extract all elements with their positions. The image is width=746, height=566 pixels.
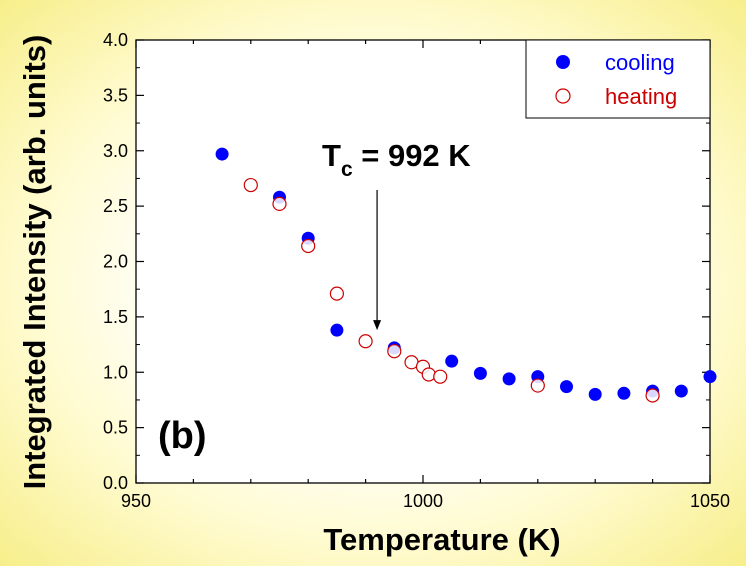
tc-arrow-head [373,320,382,331]
legend-box [525,39,711,119]
series-heating [243,177,660,403]
tc-annotation: Tc = 992 K [322,138,471,331]
y-tick-label: 3.5 [103,85,128,105]
y-tick-label: 2.0 [103,252,128,272]
y-tick-label: 0.0 [103,473,128,493]
data-point-cooling [674,384,688,398]
y-tick-label: 0.5 [103,418,128,438]
data-point-cooling [473,366,487,380]
y-tick-label: 1.0 [103,362,128,382]
data-point-heating [358,334,373,349]
legend-marker-cooling [556,55,570,69]
data-point-cooling [588,387,602,401]
x-tick-label: 950 [121,491,151,511]
data-point-cooling [215,147,229,161]
data-point-heating [329,286,344,301]
tc-subscript: c [341,158,353,181]
data-point-heating [272,196,287,212]
tc-value-text: = 992 K [353,138,472,173]
y-tick-label: 3.0 [103,141,128,161]
data-point-heating [530,378,545,393]
data-point-heating [433,369,448,384]
panel-label: (b) [158,415,207,457]
y-tick-label: 1.5 [103,307,128,327]
x-axis-title: Temperature (K) [323,522,560,557]
data-point-heating [301,238,316,254]
data-point-cooling [502,372,516,386]
y-tick-label: 2.5 [103,196,128,216]
data-point-cooling [445,354,459,368]
legend-label-heating: heating [605,84,677,109]
x-tick-label: 1050 [690,491,730,511]
x-tick-label: 1000 [403,491,443,511]
y-tick-label: 4.0 [103,30,128,50]
data-point-heating [421,367,436,382]
data-point-heating [387,344,402,359]
data-point-heating [645,388,660,403]
data-point-cooling [703,370,717,384]
tc-main-text: T [322,138,341,173]
data-point-cooling [330,323,344,337]
y-axis-ticks: 0.0 0.5 1.0 1.5 2.0 2.5 3.0 3.5 4.0 [103,30,710,493]
y-axis-title: Integrated Intensity (arb. units) [17,35,52,490]
data-point-cooling [617,386,631,400]
data-point-heating [243,177,258,193]
legend-marker-heating [555,88,571,104]
svg-text:Tc = 992 K: Tc = 992 K [322,138,471,181]
legend-label-cooling: cooling [605,50,675,75]
data-point-cooling [560,380,573,394]
legend: cooling heating [525,39,711,119]
